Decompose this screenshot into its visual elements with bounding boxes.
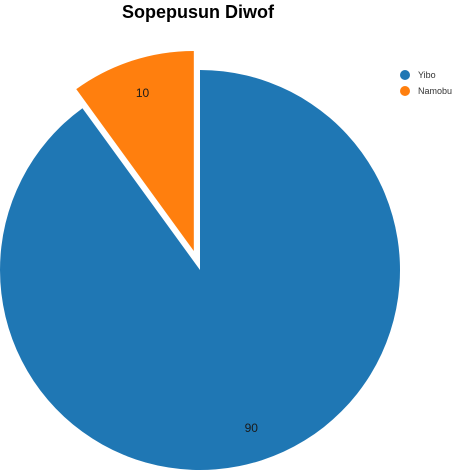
- legend: Yibo Namobu: [400, 70, 452, 96]
- legend-label-namobu: Namobu: [418, 86, 452, 96]
- legend-marker-yibo: [400, 70, 410, 80]
- slice-value-label-namobu: 10: [136, 86, 150, 100]
- slice-value-label-yibo: 90: [245, 421, 259, 435]
- pie-slice-yibo: [0, 70, 400, 470]
- legend-label-yibo: Yibo: [418, 70, 436, 80]
- legend-marker-namobu: [400, 86, 410, 96]
- pie-slices: [0, 51, 400, 470]
